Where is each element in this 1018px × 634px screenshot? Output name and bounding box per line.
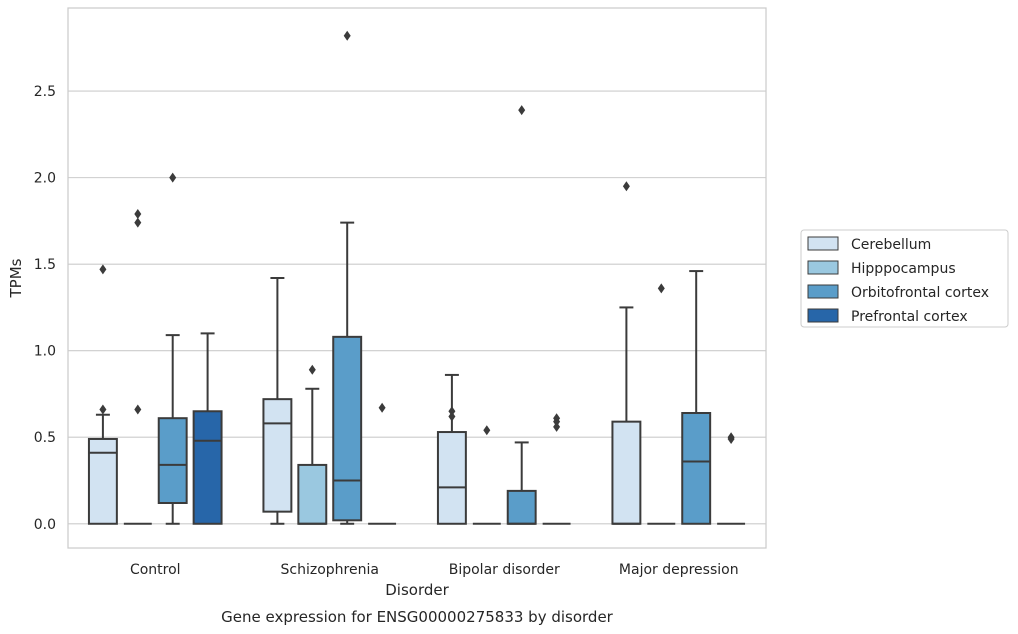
- x-tick-label: Major depression: [619, 562, 739, 578]
- box-group: [262, 277, 293, 525]
- box: [297, 463, 328, 525]
- y-tick-label: 2.5: [34, 84, 56, 100]
- outlier-point: [553, 421, 561, 432]
- box-group: [681, 270, 712, 525]
- legend-swatch: [807, 236, 839, 251]
- chart-title: Gene expression for ENSG00000275833 by d…: [221, 608, 614, 626]
- box-group: [123, 208, 152, 525]
- y-tick-label: 0.5: [34, 430, 56, 446]
- legend-label: Hipppocampus: [851, 261, 956, 277]
- legend-label: Prefrontal cortex: [851, 309, 968, 325]
- y-tick-label: 2.0: [34, 171, 56, 187]
- box-group: [157, 172, 188, 525]
- outlier-point: [553, 416, 561, 427]
- outlier-point: [134, 404, 142, 415]
- box-groups: [87, 30, 746, 525]
- y-tick-label: 1.0: [34, 344, 56, 360]
- legend-frame: [800, 229, 1009, 328]
- outlier-point: [99, 404, 107, 415]
- box: [332, 335, 363, 522]
- box: [611, 420, 642, 525]
- x-tick-label: Schizophrenia: [281, 562, 379, 578]
- box-group: [436, 373, 467, 525]
- box: [506, 489, 537, 525]
- outlier-point: [343, 30, 351, 41]
- y-axis-label: TPMs: [7, 258, 25, 298]
- x-tick-labels: Control Schizophrenia Bipolar disorder Majo…: [130, 562, 739, 578]
- box-group: [332, 30, 363, 525]
- box: [262, 398, 293, 513]
- outlier-point: [99, 264, 107, 275]
- box-group: [542, 413, 571, 525]
- box-group: [297, 364, 328, 525]
- y-tick-label: 1.5: [34, 257, 56, 273]
- outlier-point: [378, 402, 386, 413]
- outlier-point: [169, 172, 177, 183]
- box-group: [717, 432, 746, 525]
- outlier-point: [622, 181, 630, 192]
- outlier-point: [448, 406, 456, 417]
- box: [192, 410, 223, 525]
- x-axis-label: Disorder: [385, 581, 449, 599]
- legend-label: Cerebellum: [851, 237, 931, 253]
- box-group: [647, 283, 676, 525]
- legend: Cerebellum Hipppocampus Orbitofrontal cort…: [800, 229, 1009, 328]
- box: [436, 431, 467, 525]
- outlier-point: [134, 208, 142, 219]
- box-group: [368, 402, 397, 525]
- x-tick-label: Control: [130, 562, 181, 578]
- box: [681, 412, 712, 525]
- legend-label: Orbitofrontal cortex: [851, 285, 989, 301]
- box-group: [192, 332, 223, 525]
- x-tick-label: Bipolar disorder: [449, 562, 560, 578]
- outlier-point: [308, 364, 316, 375]
- outlier-point: [134, 217, 142, 228]
- outlier-point: [657, 283, 665, 294]
- box-group: [506, 105, 537, 525]
- legend-swatch: [807, 308, 839, 323]
- y-tick-label: 0.0: [34, 517, 56, 533]
- box: [87, 437, 118, 525]
- outlier-point: [483, 425, 491, 436]
- box-group: [611, 181, 642, 525]
- outlier-point: [727, 433, 735, 444]
- plot-frame: [67, 7, 767, 549]
- box-group: [472, 425, 501, 525]
- outlier-point: [448, 411, 456, 422]
- legend-swatch: [807, 260, 839, 275]
- outlier-point: [518, 105, 526, 116]
- box-group: [87, 264, 118, 525]
- y-tick-labels: 0.0 0.5 1.0 1.5 2.0 2.5: [34, 84, 56, 533]
- box: [157, 417, 188, 505]
- legend-swatch: [807, 284, 839, 299]
